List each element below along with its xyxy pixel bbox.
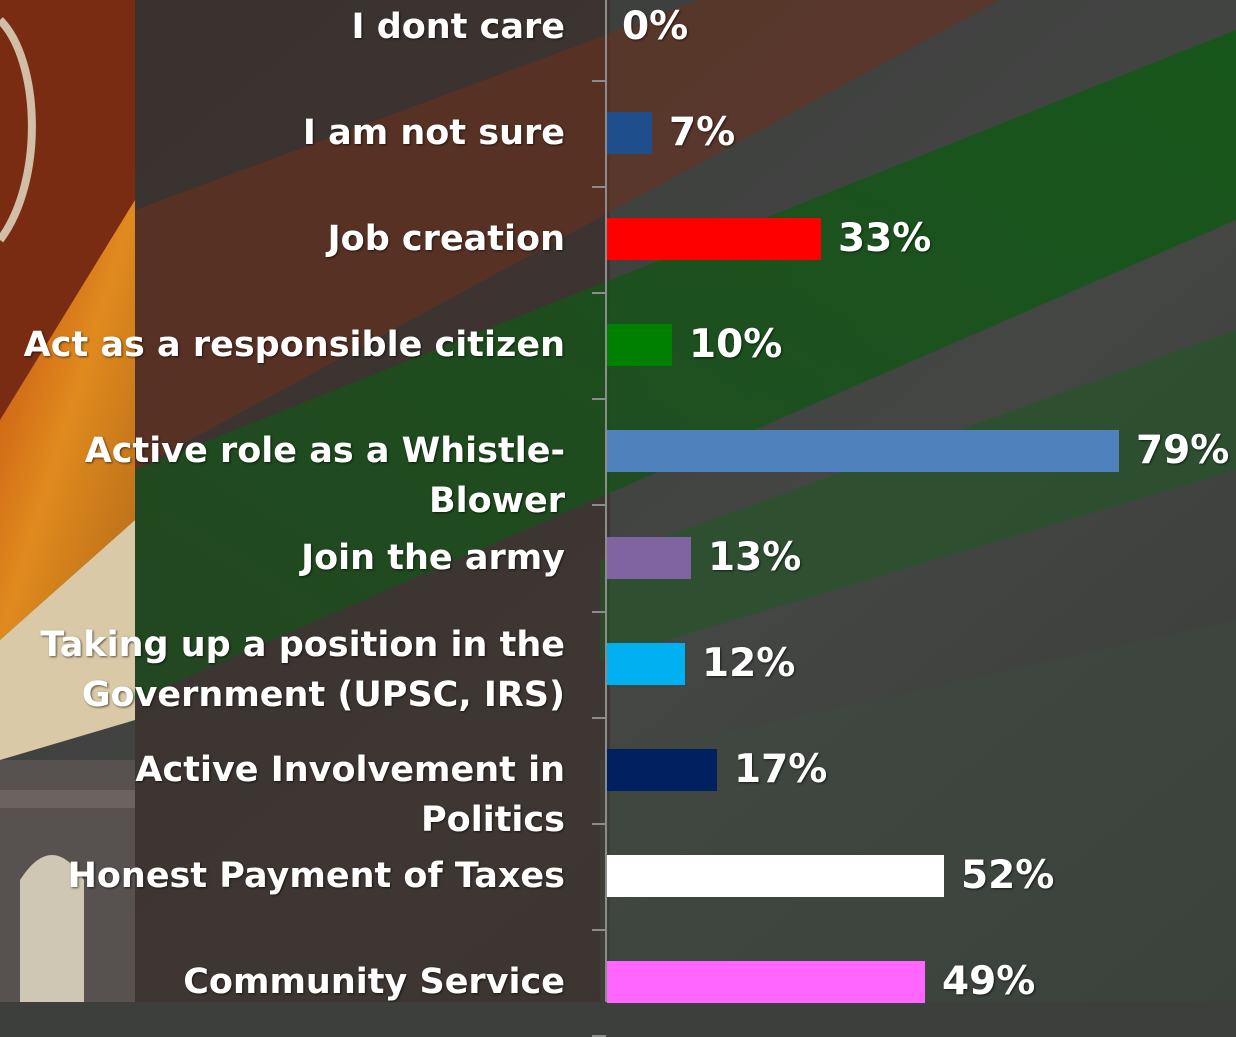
bar	[607, 855, 944, 897]
y-axis-tick	[592, 398, 606, 400]
value-label: 33%	[838, 216, 932, 261]
category-label: Community Service	[183, 962, 565, 1002]
bar	[607, 324, 672, 366]
bar	[607, 643, 685, 685]
category-label: Join the army	[301, 538, 565, 578]
category-label: Act as a responsible citizen	[23, 325, 565, 365]
y-axis-tick	[592, 823, 606, 825]
y-axis-line	[605, 0, 607, 1002]
bar	[607, 218, 821, 260]
value-label: 7%	[669, 110, 736, 155]
bar-chart: I dont care 0% I am not sure 7% Job creation…	[23, 0, 1230, 1037]
value-label: 0%	[622, 4, 689, 49]
value-label: 10%	[689, 322, 783, 367]
y-axis-tick	[592, 186, 606, 188]
bar	[607, 749, 717, 791]
y-axis-tick	[592, 292, 606, 294]
bar	[607, 961, 925, 1003]
value-label: 17%	[734, 747, 828, 792]
value-label: 79%	[1136, 428, 1230, 473]
bar	[607, 430, 1119, 472]
category-label: Active role as a Whistle-Blower	[84, 431, 565, 521]
bar	[607, 112, 652, 154]
value-label: 13%	[708, 535, 802, 580]
category-label: Honest Payment of Taxes	[67, 856, 565, 896]
value-label: 49%	[942, 959, 1036, 1004]
y-axis-tick	[592, 929, 606, 931]
background-image	[0, 0, 1236, 1002]
category-label: Active Involvement in Politics	[135, 750, 565, 840]
bar	[607, 537, 691, 579]
value-label: 12%	[702, 641, 796, 686]
y-axis-tick	[592, 717, 606, 719]
y-axis-tick	[592, 611, 606, 613]
y-axis-tick	[592, 504, 606, 506]
category-label: Job creation	[327, 219, 565, 259]
category-label: I dont care	[351, 7, 565, 47]
y-axis-tick	[592, 80, 606, 82]
value-label: 52%	[961, 853, 1055, 898]
category-label: I am not sure	[302, 113, 565, 153]
category-label: Taking up a position in the Government (…	[40, 625, 565, 715]
